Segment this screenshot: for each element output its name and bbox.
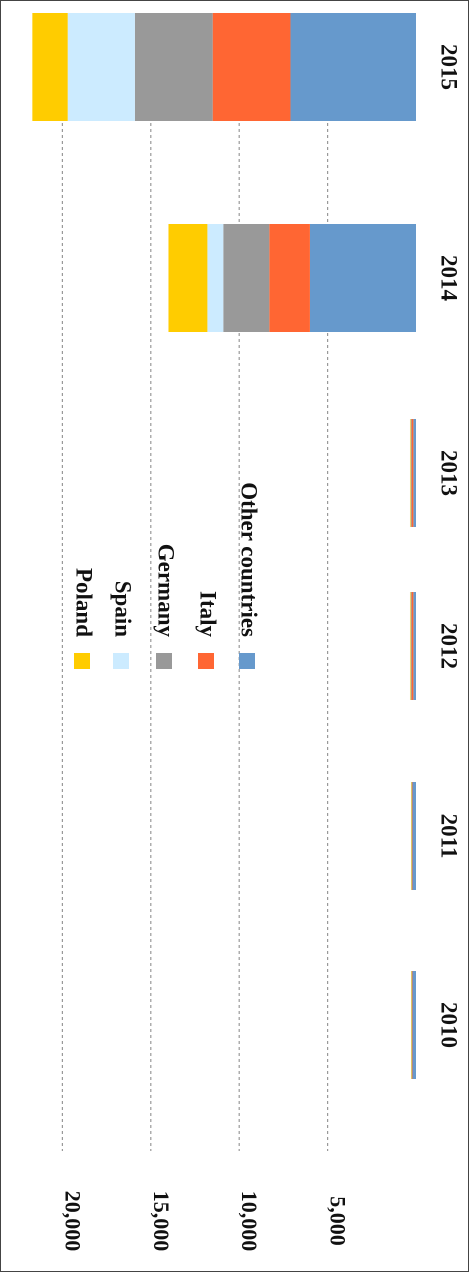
bar-2013-germany bbox=[410, 419, 412, 527]
bar-2015-italy bbox=[212, 13, 291, 121]
y-tick-label: 10,000 bbox=[237, 1191, 262, 1252]
legend-label-spain: Spain bbox=[111, 581, 136, 637]
bar-2015-poland bbox=[32, 13, 68, 121]
bar-2011-poland bbox=[411, 782, 412, 890]
bar-2014-germany bbox=[223, 224, 270, 332]
bars bbox=[32, 13, 416, 1079]
bar-2013-poland bbox=[409, 419, 411, 527]
bar-2011-other-countries bbox=[412, 782, 416, 890]
bar-2015-germany bbox=[134, 13, 213, 121]
bar-2012-spain bbox=[410, 592, 411, 700]
legend-swatch-other-countries bbox=[239, 653, 255, 669]
y-tick-label: 20,000 bbox=[60, 1191, 85, 1252]
bar-2013-spain bbox=[410, 419, 411, 527]
legend-label-other-countries: Other countries bbox=[237, 482, 262, 637]
category-label-2012: 2012 bbox=[437, 623, 462, 669]
legend-swatch-germany bbox=[156, 653, 172, 669]
bar-2011-italy bbox=[411, 782, 413, 890]
legend: Poland Spain Germany Italy Other countries bbox=[72, 482, 262, 669]
bar-2012-germany bbox=[410, 592, 412, 700]
legend-swatch-poland bbox=[74, 653, 90, 669]
y-tick-label: 15,000 bbox=[149, 1191, 174, 1252]
category-label-2014: 2014 bbox=[437, 255, 462, 302]
bar-2012-other-countries bbox=[413, 592, 416, 700]
bar-2014-italy bbox=[269, 224, 310, 332]
legend-label-italy: Italy bbox=[196, 591, 221, 638]
bar-2014-other-countries bbox=[309, 224, 416, 332]
category-label-2015: 2015 bbox=[437, 44, 462, 90]
bar-2014-poland bbox=[168, 224, 208, 332]
category-labels: 2010 2011 2012 2013 2014 2015 bbox=[437, 44, 462, 1048]
gridlines bbox=[61, 21, 329, 1151]
legend-swatch-italy bbox=[198, 653, 214, 669]
legend-swatch-spain bbox=[113, 653, 129, 669]
legend-label-germany: Germany bbox=[154, 544, 179, 638]
bar-2013-other-countries bbox=[413, 419, 416, 527]
legend-label-poland: Poland bbox=[72, 568, 97, 637]
bar-2015-other-countries bbox=[290, 13, 416, 121]
bar-2013-italy bbox=[411, 419, 414, 527]
bar-2014-spain bbox=[207, 224, 224, 332]
bar-2010-italy bbox=[411, 971, 413, 1079]
bar-2015-spain bbox=[67, 13, 135, 121]
category-label-2011: 2011 bbox=[437, 814, 462, 859]
category-label-2010: 2010 bbox=[437, 1002, 462, 1048]
bar-2012-poland bbox=[409, 592, 411, 700]
y-tick-label: 5,000 bbox=[326, 1196, 351, 1246]
category-label-2013: 2013 bbox=[437, 450, 462, 496]
bar-2012-italy bbox=[411, 592, 414, 700]
bar-2010-other-countries bbox=[412, 971, 416, 1079]
y-axis-tick-labels: 5,000 10,000 15,000 20,000 bbox=[60, 1191, 350, 1252]
bar-2010-poland bbox=[411, 971, 412, 1079]
